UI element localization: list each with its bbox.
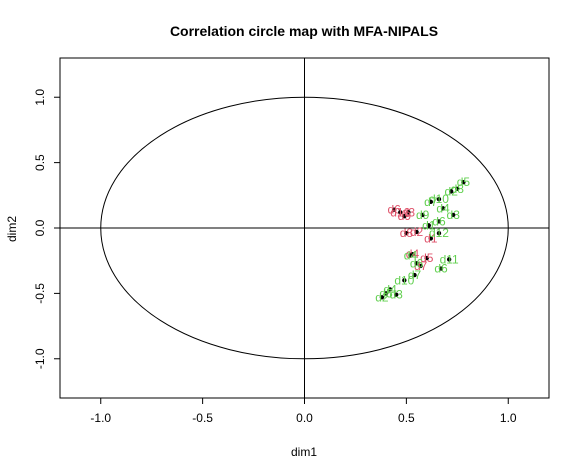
data-point-label: d8	[400, 226, 414, 240]
x-axis-label: dim1	[291, 445, 317, 459]
data-point-label: d6	[432, 214, 446, 228]
data-point	[414, 229, 419, 235]
data-point	[412, 272, 417, 278]
data-point	[455, 186, 460, 191]
data-point-label: d6	[410, 256, 424, 270]
data-point	[451, 212, 456, 218]
data-point	[398, 210, 403, 215]
data-point	[436, 219, 442, 224]
data-point	[424, 255, 429, 261]
data-point	[402, 214, 407, 219]
data-point	[420, 212, 425, 218]
data-point	[449, 189, 454, 194]
data-point	[436, 231, 442, 236]
data-point-label: d12	[429, 226, 449, 240]
data-point-label: d1	[422, 218, 436, 232]
data-point	[404, 231, 409, 236]
data-point	[408, 253, 413, 258]
data-point-label: d1	[424, 231, 438, 245]
y-tick-label: 0.5	[33, 154, 47, 171]
data-point	[440, 206, 446, 211]
data-point	[436, 197, 442, 202]
data-point-label: d5	[457, 175, 471, 189]
data-point-label: d2	[410, 225, 424, 239]
data-point-label: d10	[429, 192, 449, 206]
data-point	[414, 261, 419, 266]
data-point	[418, 263, 423, 269]
data-point	[387, 287, 393, 292]
data-point-label: d7	[408, 268, 422, 282]
data-point	[461, 180, 466, 185]
data-point	[391, 207, 397, 212]
data-point-label: d11	[440, 252, 459, 266]
x-tick-label: -1.0	[90, 411, 111, 425]
y-axis-label: dim2	[5, 216, 19, 242]
data-point-label: d2	[375, 290, 389, 304]
chart-title: Correlation circle map with MFA-NIPALS	[170, 23, 438, 39]
data-point-label: d6	[387, 203, 401, 217]
data-point	[379, 295, 385, 300]
data-point-label: d7	[424, 195, 438, 209]
data-point-label: d4	[406, 247, 420, 261]
x-tick-label: 0.0	[296, 411, 313, 425]
data-point-label: d10	[394, 273, 414, 287]
data-point	[406, 210, 411, 215]
plot-area: -1.0 -0.5 0.0 0.5 1.0-1.0-0.50.00.51.0d6d10d…	[33, 57, 550, 425]
x-tick-label: 1.0	[500, 411, 517, 425]
data-point	[393, 292, 399, 297]
data-point-label: d9	[398, 209, 412, 223]
x-tick-label: -0.5	[192, 411, 213, 425]
data-point-label: d9	[416, 208, 430, 222]
data-point-label: d5	[420, 251, 434, 265]
y-tick-label: -1.0	[33, 348, 47, 369]
data-point	[446, 257, 452, 262]
y-tick-label: 0.0	[33, 219, 47, 236]
data-point-label: d2	[445, 184, 459, 198]
y-tick-label: -0.5	[33, 283, 47, 304]
data-point	[426, 223, 431, 228]
data-point-label: d4	[404, 248, 418, 262]
data-point-label: d3	[447, 208, 461, 222]
x-tick-label: 0.5	[398, 411, 415, 425]
data-point-label: d3	[390, 288, 404, 302]
data-point	[383, 291, 389, 296]
data-point-label: d8	[451, 182, 465, 196]
data-point	[428, 199, 434, 205]
data-point	[428, 236, 434, 241]
data-point-label: d4	[436, 201, 450, 215]
y-tick-label: 1.0	[33, 89, 47, 106]
data-point	[438, 266, 444, 271]
data-point-label: d6	[434, 262, 448, 276]
data-point	[402, 278, 407, 283]
